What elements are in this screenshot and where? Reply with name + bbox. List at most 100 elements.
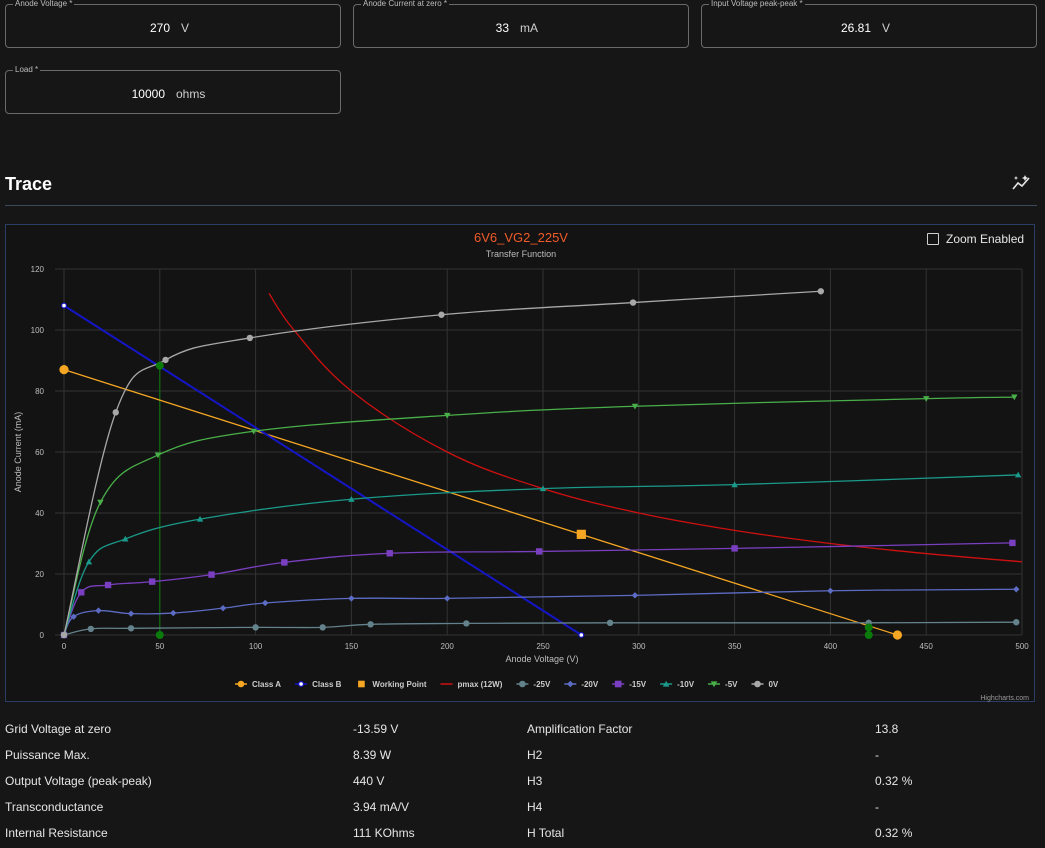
results-row: Puissance Max. 8.39 W H2 -	[0, 742, 1045, 768]
anode-voltage-field[interactable]: Anode Voltage * 270 V	[5, 0, 341, 48]
data-point-20v	[827, 587, 834, 594]
data-point-20v	[261, 599, 269, 607]
legend-marker-10v	[662, 680, 670, 687]
result-value: -	[875, 748, 879, 762]
data-point-25v	[319, 624, 326, 631]
series-line-10v	[63, 474, 1019, 636]
anode-current-value[interactable]: 33	[495, 21, 509, 35]
data-point-15v	[104, 581, 112, 589]
series-line-5v	[63, 396, 1015, 636]
input-voltage-field[interactable]: Input Voltage peak-peak * 26.81 V	[701, 0, 1037, 48]
chart-subtitle: Transfer Function	[486, 249, 556, 259]
legend-marker-5v	[710, 681, 718, 688]
input-voltage-value[interactable]: 26.81	[840, 21, 871, 35]
legend-marker-class-b	[298, 680, 305, 687]
load-value[interactable]: 10000	[131, 87, 165, 101]
result-value: 3.94 mA/V	[353, 800, 410, 814]
result-value: 0.32 %	[875, 774, 913, 788]
transfer-function-chart: 0 20 40 60 80 100 120 0 50 100 150 200 250 300 350 400 4…	[13, 230, 1029, 702]
x-tick-label: 250	[536, 642, 550, 651]
anode-current-unit: mA	[520, 21, 538, 35]
data-point-class-b	[578, 631, 585, 638]
data-point-20v	[219, 604, 227, 612]
result-label: H Total	[527, 826, 565, 840]
data-point-15v	[535, 548, 543, 555]
data-point-class-b	[60, 302, 67, 309]
zoom-toggle[interactable]: Zoom Enabled	[927, 232, 1024, 246]
x-tick-label: 500	[1015, 642, 1029, 651]
results-row: Internal Resistance 111 KOhms H Total 0.32 …	[0, 820, 1045, 846]
result-value: 440 V	[353, 774, 385, 788]
legend-marker-working-point	[358, 680, 365, 688]
result-label: Output Voltage (peak-peak)	[5, 774, 152, 788]
data-point-5v	[97, 499, 104, 506]
x-tick-label: 0	[62, 642, 67, 651]
anode-voltage-value[interactable]: 270	[149, 21, 170, 35]
data-point-15v	[281, 559, 288, 566]
y-tick-label: 20	[35, 570, 44, 579]
data-point-20v	[631, 592, 639, 599]
data-point-20v	[95, 607, 102, 614]
data-point-25v	[87, 625, 95, 633]
load-unit: ohms	[176, 87, 206, 101]
legend-item-10v: -10V	[677, 680, 695, 689]
legend-item-0v: 0V	[768, 680, 778, 689]
extra-marker-point	[864, 631, 873, 639]
extra-marker-point	[155, 631, 164, 639]
x-tick-label: 100	[249, 642, 263, 651]
section-divider	[5, 205, 1037, 206]
data-point-15v	[1009, 539, 1016, 547]
result-value: 13.8	[875, 722, 899, 736]
data-point-10v	[196, 515, 204, 522]
data-point-5v	[444, 412, 451, 419]
data-point-0v	[817, 288, 825, 295]
chart-sparkle-icon[interactable]	[1012, 174, 1032, 192]
anode-current-field[interactable]: Anode Current at zero * 33 mA	[353, 0, 689, 48]
x-tick-label: 150	[345, 642, 359, 651]
result-label: Grid Voltage at zero	[5, 722, 112, 736]
data-point-25v	[463, 620, 470, 627]
data-point-class-a	[892, 630, 903, 640]
load-field[interactable]: Load * 10000 ohms	[5, 64, 341, 114]
data-point-25v	[367, 621, 374, 628]
result-label: Amplification Factor	[527, 722, 633, 736]
data-point-0v	[162, 356, 169, 364]
data-point-20v	[70, 613, 77, 620]
x-tick-label: 200	[441, 642, 455, 651]
data-point-25v	[127, 625, 135, 632]
series-line-0v	[63, 290, 821, 636]
result-value: 0.32 %	[875, 826, 913, 840]
y-tick-label: 60	[35, 448, 44, 457]
result-label: Puissance Max.	[5, 748, 90, 762]
data-point-15v	[78, 589, 85, 596]
series-line-class-b	[63, 304, 582, 636]
data-point-class-a	[59, 365, 69, 375]
x-tick-label: 300	[632, 642, 646, 651]
legend-item-15v: -15V	[629, 680, 647, 689]
zoom-label: Zoom Enabled	[946, 232, 1025, 246]
data-point-5v	[631, 403, 639, 410]
result-value: -13.59 V	[353, 722, 399, 736]
anode-voltage-unit: V	[181, 21, 190, 35]
data-point-25v	[1013, 618, 1020, 626]
anode-current-label: Anode Current at zero *	[361, 0, 450, 10]
result-label: H4	[527, 800, 543, 814]
chart-credits: Highcharts.com	[980, 695, 1029, 702]
y-axis-title: Anode Current (mA)	[13, 412, 23, 493]
data-point-0v	[60, 631, 68, 639]
series-line-class-a	[63, 369, 898, 636]
zoom-checkbox[interactable]	[927, 233, 939, 245]
y-tick-label: 80	[35, 387, 44, 396]
data-point-20v	[348, 595, 355, 602]
result-value: -	[875, 800, 879, 814]
trace-title: Trace	[5, 174, 53, 194]
data-point-working-point	[576, 529, 586, 539]
load-label: Load *	[13, 64, 41, 76]
legend-item-class-b: Class B	[312, 680, 342, 689]
legend-marker-25v	[519, 680, 526, 688]
data-point-10v	[348, 496, 355, 502]
data-point-10v	[539, 485, 547, 492]
result-label: H2	[527, 748, 543, 762]
x-tick-label: 400	[824, 642, 838, 651]
series-line-pmax-12w	[268, 293, 1023, 563]
